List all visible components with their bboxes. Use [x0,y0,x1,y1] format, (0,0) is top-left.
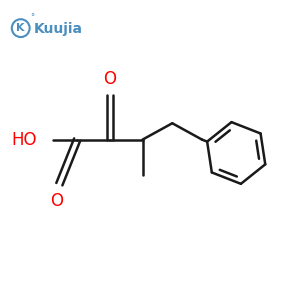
Text: HO: HO [12,130,37,148]
Text: O: O [50,192,63,210]
Text: K: K [16,23,25,33]
Text: °: ° [30,13,34,22]
Text: Kuujia: Kuujia [34,22,83,36]
Text: O: O [103,70,116,88]
